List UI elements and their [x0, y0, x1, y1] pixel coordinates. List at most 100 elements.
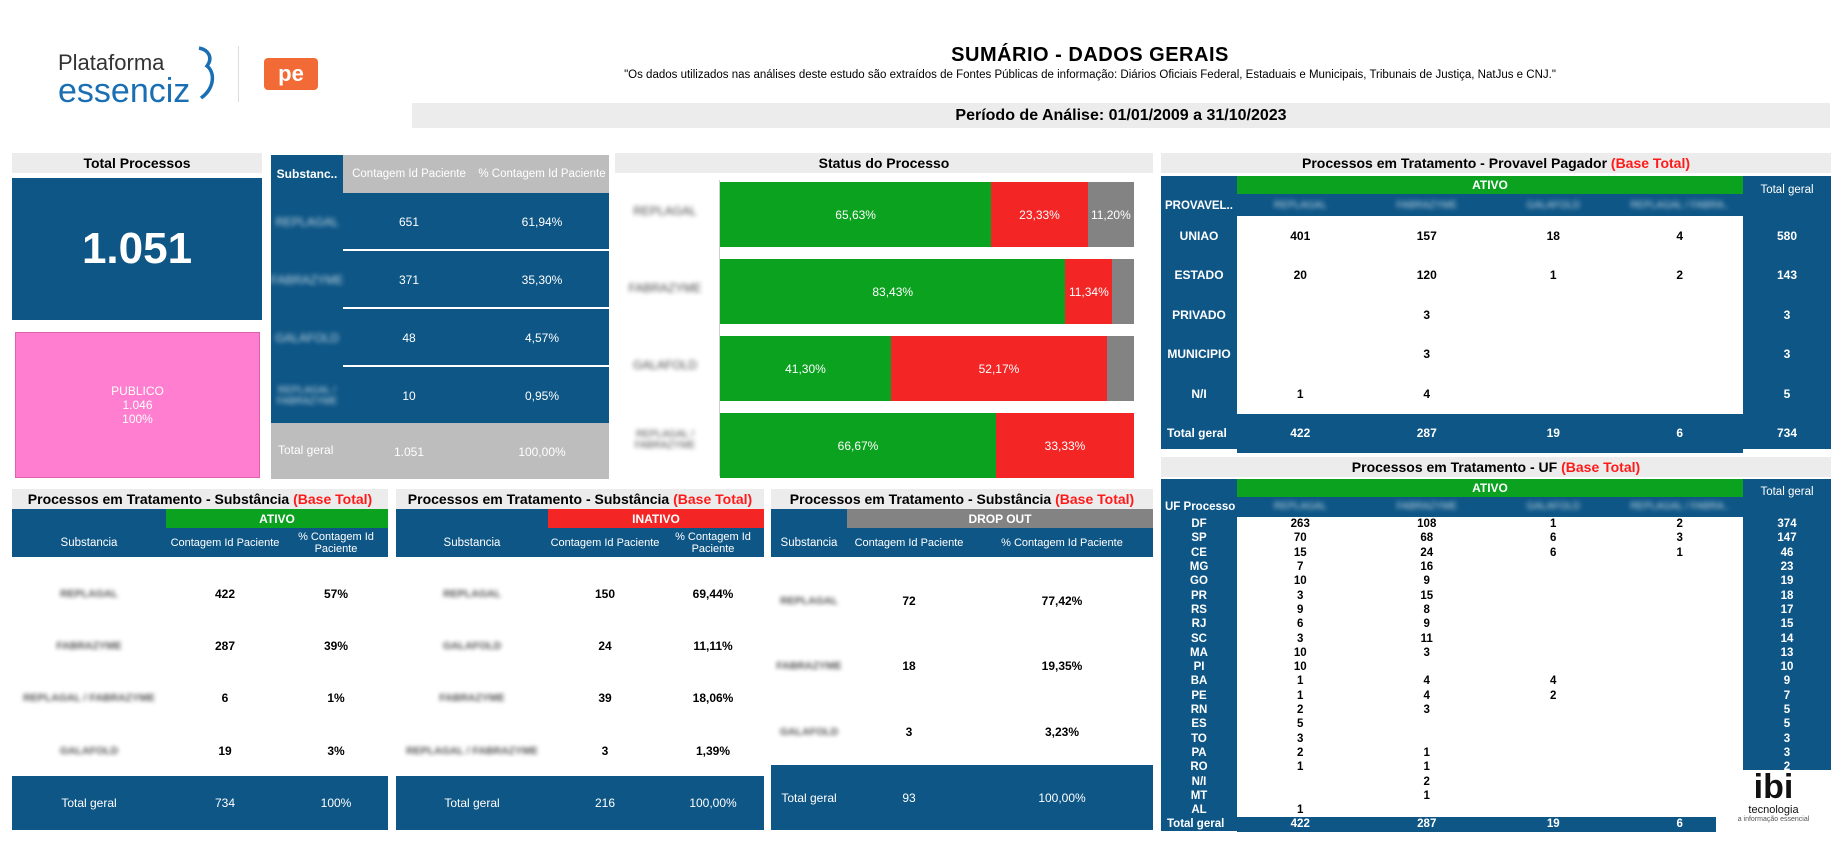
table-cell: 6 [1676, 818, 1683, 831]
table-cell: 1 [1550, 518, 1557, 531]
trat-col-pct[interactable]: % Contagem Id Paciente [675, 530, 751, 555]
table-cell [1364, 717, 1491, 731]
status-bar-segment-gray[interactable]: 11,20% [1087, 182, 1134, 247]
status-bar-segment-red[interactable]: 52,17% [890, 336, 1107, 401]
trat-status-header[interactable]: DROP OUT [847, 509, 1153, 528]
substance-col-header[interactable]: REPLAGAL / FABRA.. [1630, 200, 1730, 211]
trat-col-count[interactable]: Contagem Id Paciente [550, 536, 660, 549]
table-cell: 2 [1297, 704, 1304, 717]
substance-col-header[interactable]: REPLAGAL [1273, 200, 1327, 211]
status-bar-segment-green[interactable]: 66,67% [720, 413, 996, 478]
count-col-header[interactable]: Contagem Id Paciente [343, 155, 475, 193]
trat-row-name: REPLAGAL [780, 595, 838, 607]
ativo-header[interactable]: ATIVO [1237, 479, 1743, 497]
status-bar-segment-red[interactable]: 23,33% [991, 182, 1088, 247]
table-cell: 7 [1297, 561, 1304, 574]
essenciz-swirl-icon [195, 44, 217, 107]
trat-status-header[interactable]: INATIVO [548, 509, 764, 528]
trat-total-label: Total geral [61, 796, 117, 810]
table-row-count: 10 [402, 389, 416, 403]
table-cell [1364, 732, 1491, 746]
row-header-band [1161, 176, 1237, 449]
status-row-label: REPLAGAL / FABRAZYME [634, 429, 696, 451]
substance-col-header[interactable]: REPLAGAL / FABRA.. [1630, 501, 1730, 512]
publico-pct: 100% [122, 412, 153, 426]
status-row-label: REPLAGAL [633, 204, 697, 218]
row-col-header[interactable]: UF Processo [1165, 501, 1236, 513]
status-bar-segment-gray[interactable] [1106, 336, 1134, 401]
trat-status-header[interactable]: ATIVO [166, 509, 388, 528]
substance-col-header[interactable]: FABRAZYME [1396, 501, 1458, 512]
status-bar-segment-green[interactable]: 83,43% [720, 259, 1066, 324]
table-cell [1617, 646, 1744, 660]
substancia-col-header[interactable]: Substanc.. [271, 155, 343, 193]
uf-table: ATIVO UF Processo Total geral REPLAGAL FABRA… [1161, 479, 1831, 832]
row-total-cell: 5 [1783, 704, 1791, 717]
trat-col-pct[interactable]: % Contagem Id Paciente [1001, 536, 1123, 549]
table-cell: 9 [1423, 575, 1430, 588]
trat-col-substancia[interactable]: Substancia [60, 536, 118, 549]
table-cell: 2 [1297, 746, 1304, 759]
table-cell [1237, 774, 1364, 788]
table-cell: 4 [1676, 228, 1684, 243]
row-header-band [1161, 479, 1237, 831]
row-label: MA [1190, 646, 1208, 659]
row-label: DF [1191, 518, 1207, 531]
period-banner: Período de Análise: 01/01/2009 a 31/10/2… [412, 103, 1830, 128]
total-col-header[interactable]: Total geral [1760, 486, 1814, 498]
row-total-cell: 15 [1780, 618, 1794, 631]
trat-col-pct[interactable]: % Contagem Id Paciente [298, 530, 374, 555]
table-cell: 4 [1423, 386, 1431, 401]
total-col-header[interactable]: Total geral [1760, 184, 1814, 196]
status-bar-segment-red[interactable]: 33,33% [996, 413, 1134, 478]
table-cell: 2 [1550, 689, 1557, 702]
trat-col-substancia[interactable]: Substancia [780, 536, 838, 549]
status-bar-segment-green[interactable]: 41,30% [720, 336, 891, 401]
row-col-header[interactable]: PROVAVEL.. [1165, 200, 1233, 212]
table-cell: 3 [1297, 589, 1304, 602]
trat-col-count[interactable]: Contagem Id Paciente [854, 536, 964, 549]
substance-col-header[interactable]: GALAFOLD [1526, 200, 1580, 211]
trat-base-text: (Base Total) [1055, 491, 1135, 507]
table-cell [1617, 335, 1744, 375]
table-cell: 3 [1423, 646, 1430, 659]
status-bar-row[interactable]: 66,67% 33,33% [720, 413, 1134, 478]
table-cell: 9 [1297, 603, 1304, 616]
trat-col-count[interactable]: Contagem Id Paciente [170, 536, 280, 549]
substance-col-header[interactable]: GALAFOLD [1526, 501, 1580, 512]
table-row-count: 371 [398, 273, 420, 287]
status-bar-segment-red[interactable]: 11,34% [1065, 259, 1113, 324]
trat-total-pct: 100,00% [689, 796, 737, 810]
substance-col-header[interactable]: FABRAZYME [1396, 200, 1458, 211]
table-cell: 8 [1423, 603, 1430, 616]
row-divider [343, 249, 609, 251]
table-cell: 6 [1550, 532, 1557, 545]
status-bar-segment-gray[interactable] [1112, 259, 1134, 324]
trat-total-row: Total geral 734 100% [12, 776, 388, 830]
substance-col-header[interactable]: REPLAGAL [1273, 501, 1327, 512]
table-cell [1490, 803, 1617, 817]
trat-col-substancia[interactable]: Substancia [443, 536, 501, 549]
status-bar-row[interactable]: 65,63% 23,33% 11,20% [720, 182, 1134, 247]
trat-title: Processos em Tratamento - Substância (Ba… [12, 489, 388, 509]
status-bar-row[interactable]: 83,43% 11,34% [720, 259, 1134, 324]
publico-tile[interactable]: PUBLICO 1.046 100% [15, 332, 260, 478]
table-cell [1617, 746, 1744, 760]
trat-row-name: REPLAGAL [443, 588, 501, 600]
status-bar-row[interactable]: 41,30% 52,17% [720, 336, 1134, 401]
row-total-cell: 3 [1783, 347, 1791, 362]
pct-col-header[interactable]: % Contagem Id Paciente [475, 155, 609, 193]
row-total-cell: 18 [1780, 589, 1794, 602]
status-bar-segment-green[interactable]: 65,63% [720, 182, 992, 247]
table-cell: 4 [1423, 675, 1430, 688]
row-label: ES [1191, 718, 1207, 731]
table-cell: 24 [1420, 546, 1434, 559]
trat-row-pct: 19,35% [1041, 659, 1083, 673]
table-cell [1617, 717, 1744, 731]
trat-total-count: 93 [902, 790, 916, 805]
trat-title: Processos em Tratamento - Substância (Ba… [771, 489, 1153, 509]
table-cell [1617, 589, 1744, 603]
uf-title: Processos em Tratamento - UF (Base Total… [1161, 457, 1831, 477]
row-total-cell: 7 [1783, 689, 1791, 702]
ativo-header[interactable]: ATIVO [1237, 176, 1743, 194]
